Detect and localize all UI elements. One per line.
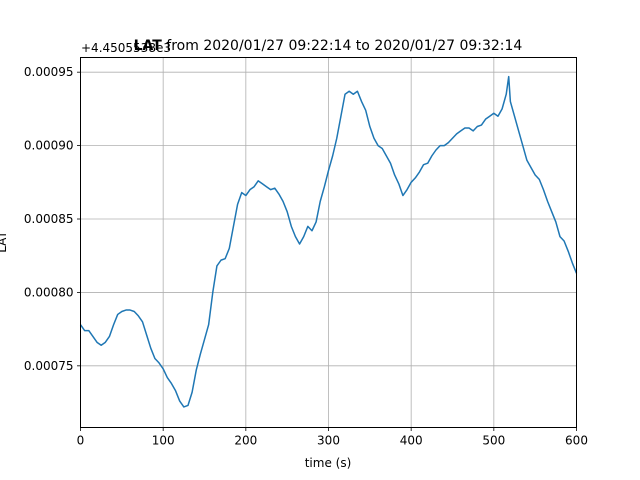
x-tick-label: 500 (482, 434, 505, 448)
x-tick-label: 300 (317, 434, 340, 448)
x-axis-label: time (s) (305, 456, 352, 470)
chart-title-variable: LAT (134, 38, 163, 54)
chart-title-range: from 2020/01/27 09:22:14 to 2020/01/27 0… (162, 38, 523, 54)
y-axis-label: LAT (0, 231, 9, 253)
y-tick-label: 0.00080 (24, 285, 74, 299)
y-tick-label: 0.00085 (24, 212, 74, 226)
plot-area (79, 75, 578, 408)
y-tick-label: 0.00090 (24, 139, 74, 153)
y-offset-text: +4.4505538e3 (81, 41, 171, 55)
grid-lines (80, 57, 577, 428)
axis-ticks: 0 100 200 300 400 500 600 0.00075 0.00080 0.00085… (24, 65, 588, 447)
x-tick-label: 100 (152, 434, 175, 448)
y-tick-label: 0.00075 (24, 359, 74, 373)
x-tick-label: 200 (234, 434, 257, 448)
x-tick-label: 0 (77, 434, 85, 448)
chart-title: LAT from 2020/01/27 09:22:14 to 2020/01/… (134, 38, 523, 54)
x-tick-label: 400 (400, 434, 423, 448)
y-tick-label: 0.00095 (24, 65, 74, 79)
series-line (79, 75, 578, 408)
x-tick-label: 600 (565, 434, 588, 448)
